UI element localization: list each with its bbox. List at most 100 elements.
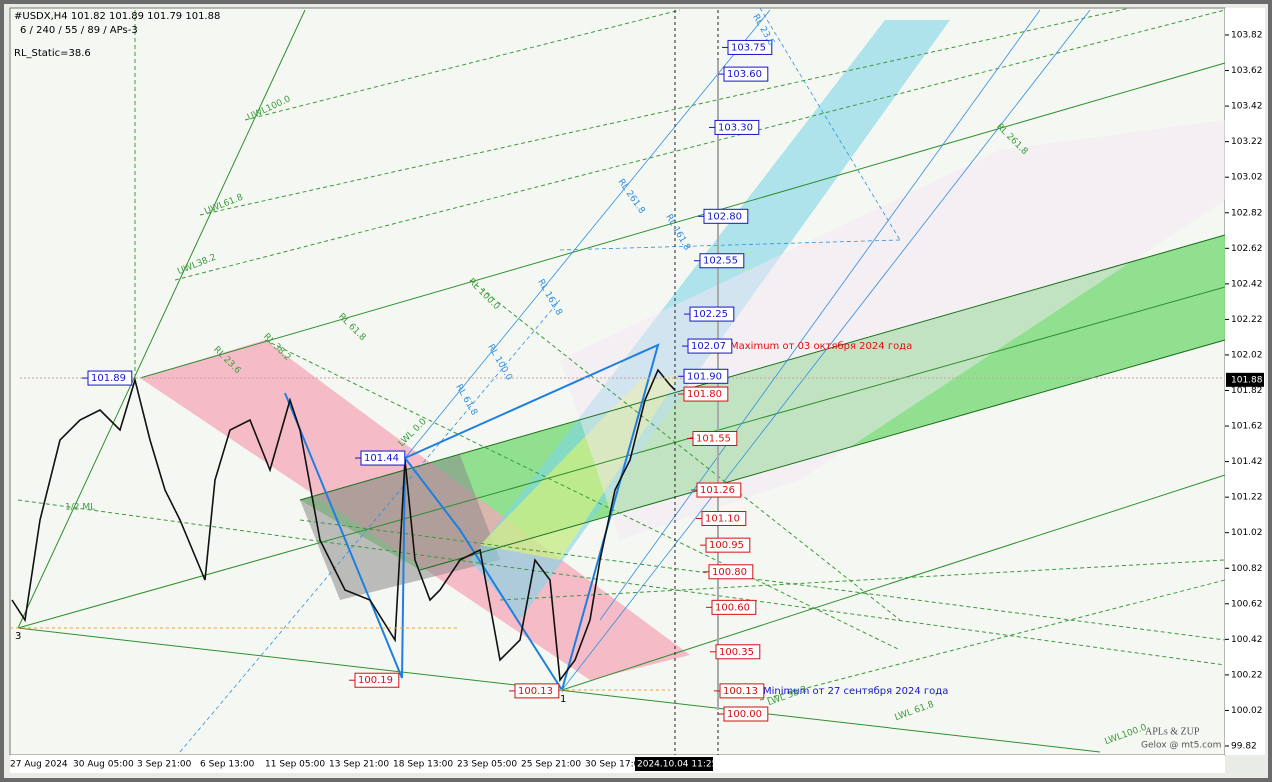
price-tick-label: 100.02: [1231, 706, 1263, 716]
blue-ray: [179, 299, 561, 753]
upper-level-box: [689, 306, 735, 322]
lower-level: 101.10: [705, 513, 740, 524]
lower-level-box: [701, 510, 747, 526]
time-tick-label: 11 Sep 05:00: [265, 760, 325, 770]
params: 6 / 240 / 55 / 89 / APs-3: [20, 25, 138, 36]
dashed-line: [759, 579, 1226, 701]
upper-level: 102.25: [693, 309, 728, 320]
price-tick-label: 103.62: [1231, 66, 1263, 76]
upper-level: 101.90: [687, 371, 722, 382]
pivot-label-box: [354, 672, 400, 688]
price-tick-label: 101.02: [1231, 528, 1263, 538]
dashed-line: [264, 339, 901, 651]
time-cursor-box: [635, 757, 713, 771]
upper-level-box: [683, 368, 729, 384]
price-tick-label: 100.62: [1231, 599, 1263, 609]
lower-level-box: [708, 564, 754, 580]
lower-level-box: [711, 599, 757, 615]
pivot-label-box: [360, 450, 406, 466]
time-tick-label: 23 Sep 05:00: [457, 760, 517, 770]
lower-level: 101.26: [700, 485, 735, 496]
time-tick-label: 27 Aug 2024: [10, 760, 68, 770]
price-series: [11, 368, 676, 683]
price-tick-label: 102.02: [1231, 350, 1263, 360]
current-price: 101.88: [1231, 375, 1263, 385]
time-tick-label: 13 Sep 21:00: [329, 760, 389, 770]
blue-ray: [559, 239, 901, 251]
blue-ray: [599, 9, 1041, 621]
lower-level: 101.80: [687, 389, 722, 400]
time-tick-label: 30 Aug 05:00: [73, 760, 134, 770]
price-tick-label: 102.42: [1231, 279, 1263, 289]
watermark-site: Gelox @ mt5.com: [1141, 741, 1221, 751]
price-tick-label: 103.02: [1231, 173, 1263, 183]
lower-level-box: [692, 430, 738, 446]
upper-level-box: [703, 208, 749, 224]
zigzag: [284, 343, 660, 693]
blue-ray: [404, 9, 771, 459]
pivot-label: 100.13: [518, 686, 553, 697]
median-line: [139, 62, 1226, 379]
upper-level: 102.07: [691, 341, 726, 352]
symbol-line: #USDX,H4 101.82 101.89 101.79 101.88: [14, 11, 220, 22]
pivot-label: 101.89: [91, 373, 126, 384]
current-price-box: [1226, 372, 1264, 387]
pivot-label-box: [514, 683, 560, 699]
channel-edge: [299, 234, 1226, 501]
price-tick-label: 102.22: [1231, 315, 1263, 325]
indicator: RL_Static=38.6: [14, 48, 91, 59]
upper-level-box: [699, 253, 745, 269]
lower-level: 100.13: [723, 686, 758, 697]
time-tick-label: 25 Sep 21:00: [521, 760, 581, 770]
price-tick-label: 100.42: [1231, 635, 1263, 645]
price-tick-label: 103.42: [1231, 102, 1263, 112]
lower-level-box: [723, 706, 769, 722]
time-tick-label: 6 Sep 13:00: [200, 760, 255, 770]
price-tick-label: 102.82: [1231, 208, 1263, 218]
watermark-title: APLs & ZUP: [1145, 726, 1200, 737]
lower-level-box: [715, 644, 761, 660]
time-tick-label: 18 Sep 13:00: [393, 760, 453, 770]
level-label: 1/2 ML: [65, 503, 95, 513]
dashed-line: [244, 9, 681, 121]
point-label: 3: [15, 631, 21, 642]
lower-level-box: [696, 482, 742, 498]
blue-ray: [561, 9, 1091, 691]
upper-level: 102.55: [703, 256, 738, 267]
time-tick-label: 30 Sep 17:00: [585, 760, 645, 770]
blue-ray: [759, 7, 901, 241]
price-tick-label: 101.42: [1231, 457, 1263, 467]
price-tick-label: 103.22: [1231, 137, 1263, 147]
lower-level: 101.55: [696, 433, 731, 444]
lower-level: 100.00: [727, 709, 762, 720]
dashed-line: [299, 519, 1226, 641]
pivot-label: 100.19: [358, 675, 393, 686]
pivot-label: 101.44: [364, 453, 399, 464]
price-tick-label: 99.82: [1231, 742, 1257, 752]
median-line: [17, 286, 1226, 629]
lower-level: 100.80: [712, 567, 747, 578]
lower-line: [561, 474, 1226, 691]
upper-level: 103.30: [718, 122, 753, 133]
price-tick-label: 102.62: [1231, 244, 1263, 254]
upper-level-box: [723, 66, 769, 82]
gray-zone: [300, 455, 500, 600]
price-tick-label: 100.22: [1231, 670, 1263, 680]
price-tick-label: 101.22: [1231, 493, 1263, 503]
min-annotation: Minimum от 27 сентября 2024 года: [763, 686, 948, 697]
lower-level: 100.35: [719, 647, 754, 658]
dashed-line: [17, 499, 1226, 666]
lower-level: 100.60: [715, 602, 750, 613]
upper-level: 102.80: [707, 211, 742, 222]
upper-level-box: [727, 39, 773, 55]
pivot-label-box: [87, 370, 133, 386]
upper-level: 103.60: [727, 69, 762, 80]
time-tick-label: 2024.10.04 11:25: [637, 760, 717, 770]
lower-level-box: [683, 386, 729, 402]
dashed-line: [199, 7, 1131, 216]
upper-level-box: [687, 338, 733, 354]
price-tick-label: 103.82: [1231, 31, 1263, 41]
time-axis: [10, 755, 1225, 773]
time-tick-label: 3 Sep 21:00: [137, 760, 192, 770]
